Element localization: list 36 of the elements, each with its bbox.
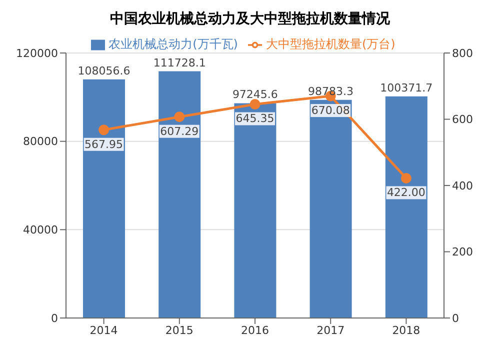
bar bbox=[83, 79, 125, 318]
legend-label: 大中型拖拉机数量(万台) bbox=[266, 37, 396, 51]
x-tick-label: 2017 bbox=[316, 324, 345, 337]
data-label: 100371.7 bbox=[380, 81, 433, 94]
chart-title: 中国农业机械总动力及大中型拖拉机数量情况 bbox=[109, 10, 391, 29]
x-tick-label: 2014 bbox=[90, 324, 118, 337]
point bbox=[174, 112, 185, 122]
point bbox=[400, 172, 412, 184]
x-tick-label: 2016 bbox=[241, 324, 269, 337]
y-tick-label: 0 bbox=[51, 312, 58, 325]
bar bbox=[385, 96, 428, 318]
data-label: 108056.6 bbox=[78, 64, 130, 78]
data-label: 111728.1 bbox=[153, 56, 206, 70]
y2-tick-label: 0 bbox=[452, 312, 459, 325]
bar bbox=[158, 71, 201, 318]
y2-tick-label: 600 bbox=[452, 113, 473, 126]
y-tick-label: 80000 bbox=[23, 135, 58, 148]
y2-tick-label: 200 bbox=[452, 246, 473, 259]
legend-label: 农业机械总动力(万千瓦) bbox=[108, 37, 238, 51]
y2-tick-label: 400 bbox=[452, 179, 473, 192]
bar bbox=[234, 103, 276, 318]
data-label: 422.00 bbox=[386, 186, 426, 200]
point bbox=[98, 124, 110, 136]
point bbox=[250, 98, 260, 110]
data-label: 607.29 bbox=[160, 124, 199, 138]
data-label: 97245.6 bbox=[232, 88, 278, 102]
x-tick-label: 2018 bbox=[392, 324, 420, 337]
x-tick-label: 2015 bbox=[165, 324, 194, 337]
data-label: 567.95 bbox=[84, 138, 124, 151]
y-tick-label: 120000 bbox=[16, 46, 58, 60]
bar bbox=[310, 100, 352, 318]
y-tick-label: 40000 bbox=[23, 224, 58, 237]
data-label: 98783.3 bbox=[308, 84, 354, 98]
data-label: 670.08 bbox=[311, 104, 350, 118]
y2-tick-label: 800 bbox=[452, 46, 473, 60]
data-label: 645.35 bbox=[236, 112, 274, 126]
